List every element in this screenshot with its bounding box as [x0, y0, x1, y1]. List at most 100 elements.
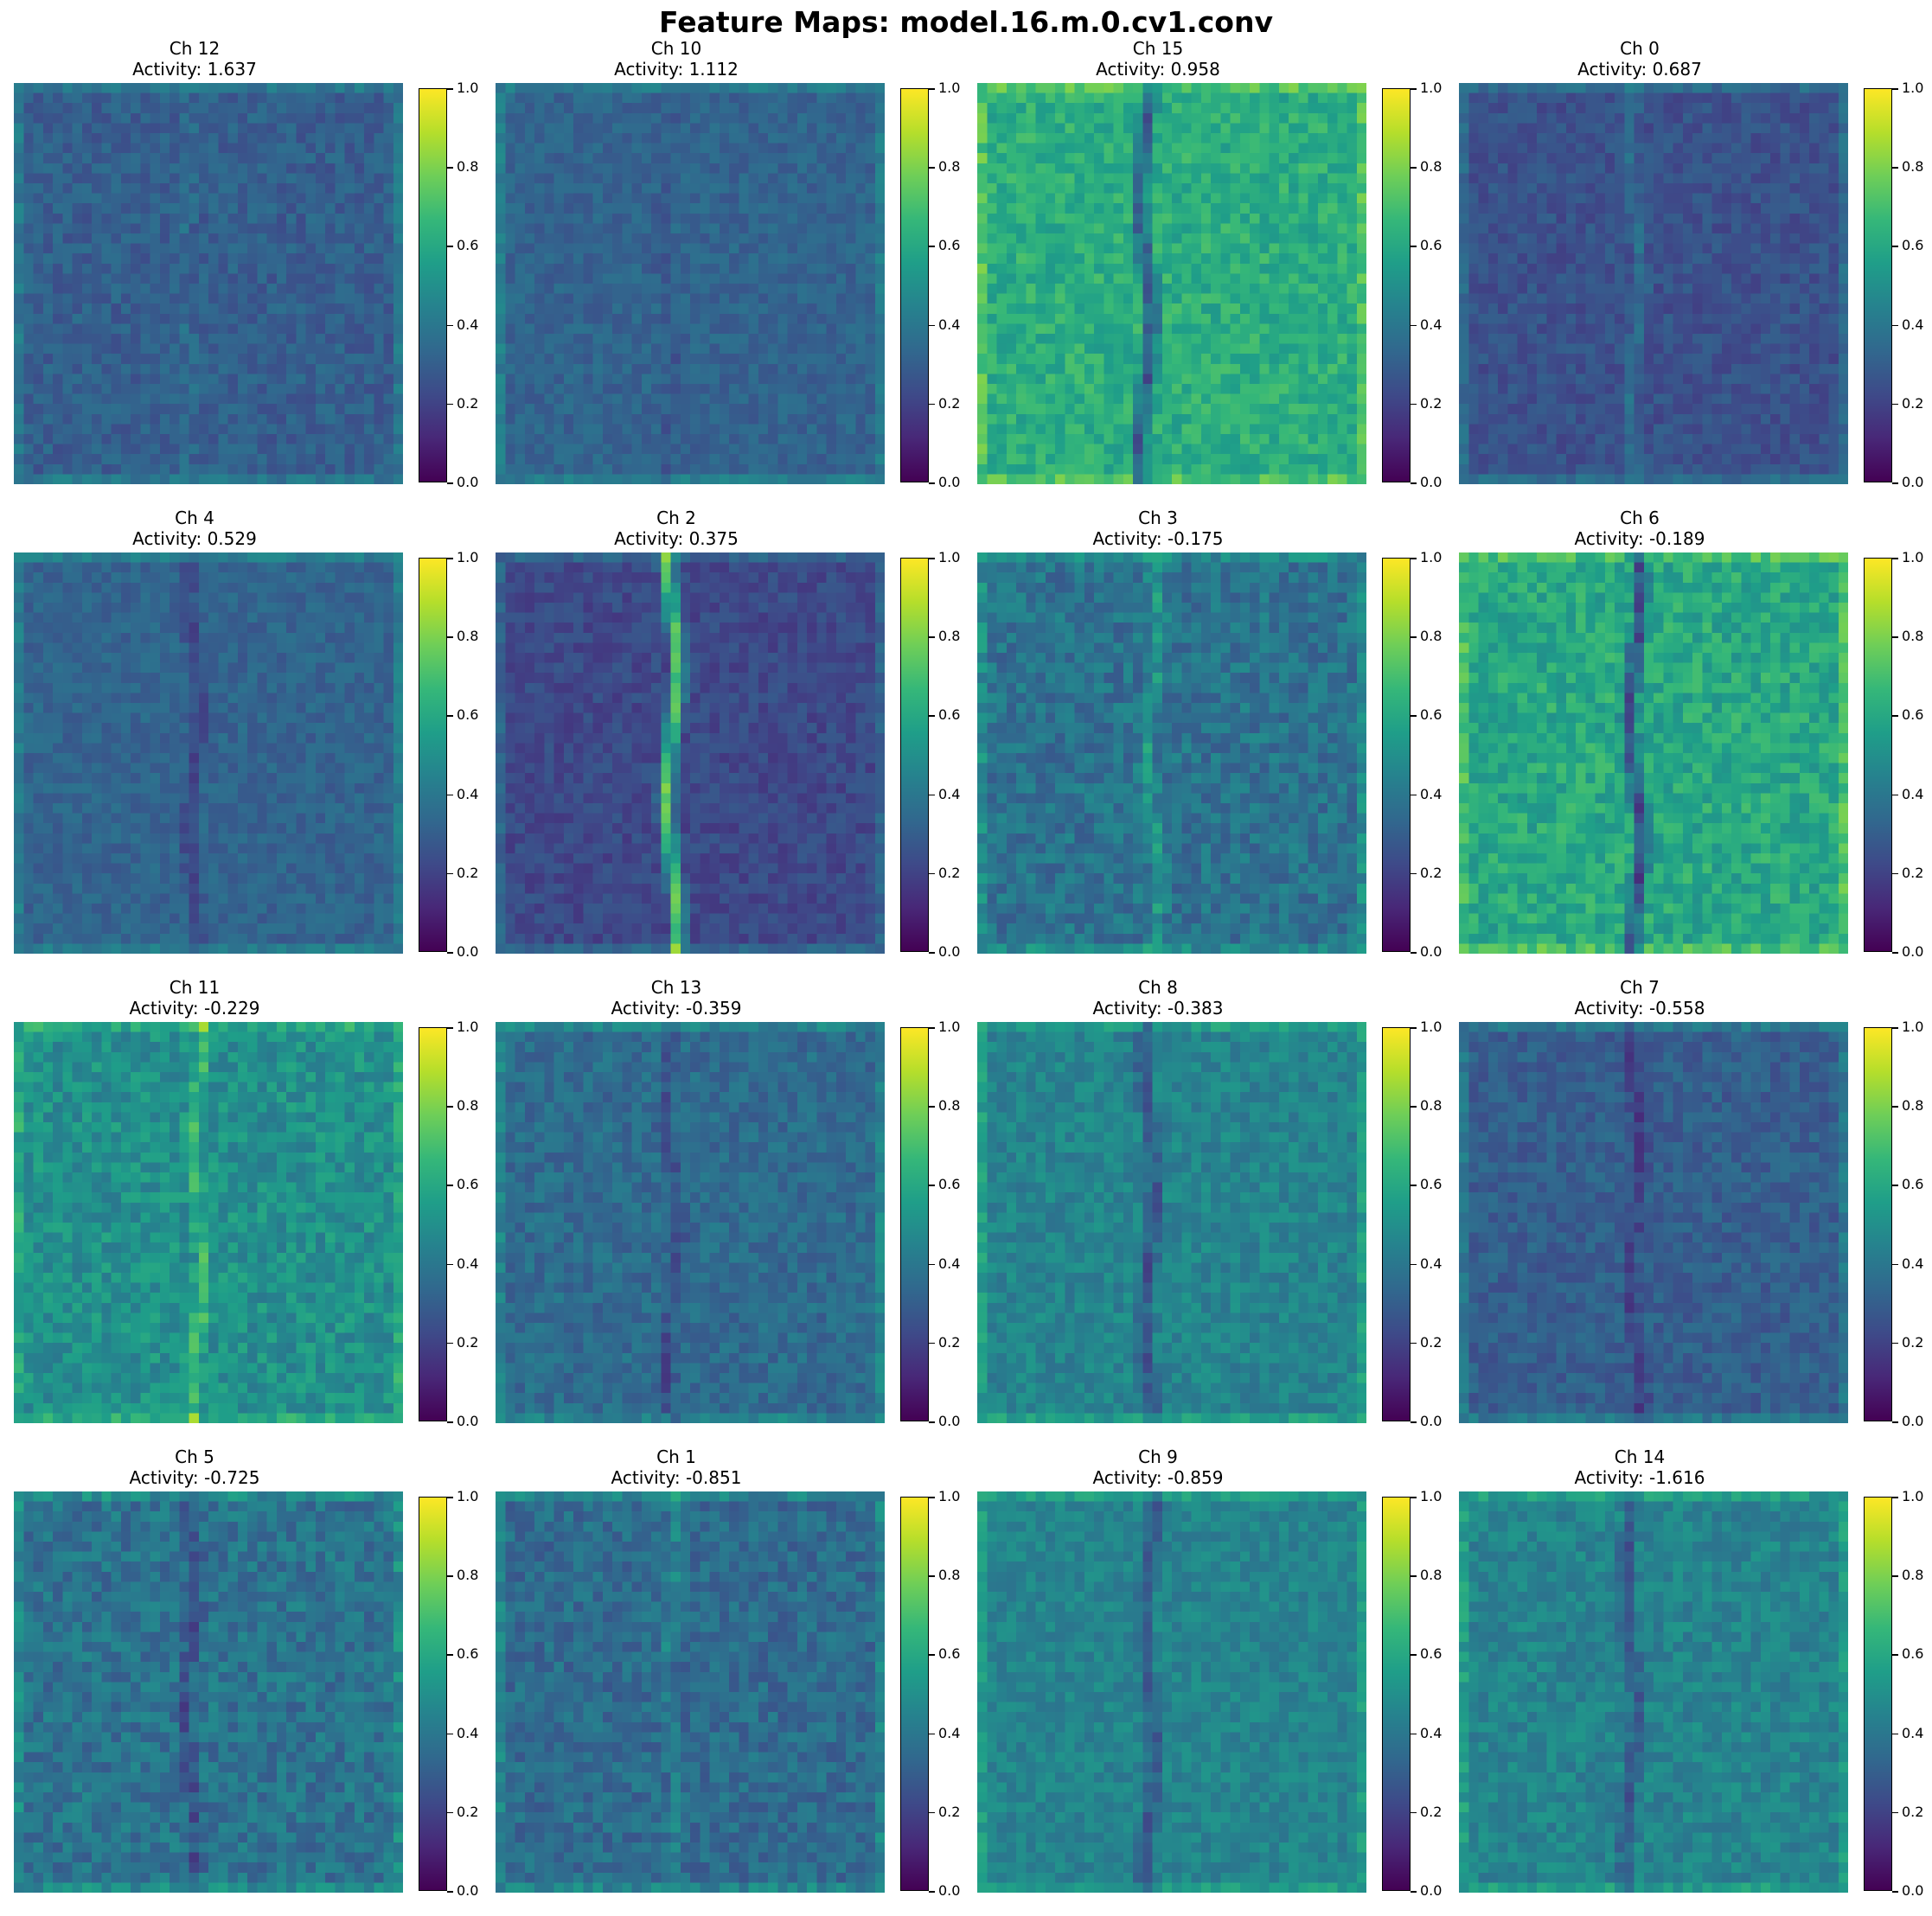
heatmap-cell [583, 112, 593, 124]
heatmap-cell [23, 103, 34, 114]
heatmap-cell [1045, 474, 1056, 484]
heatmap-cell [631, 163, 642, 174]
heatmap-cell [305, 354, 316, 365]
heatmap-cell [72, 103, 82, 114]
heatmap-cell [305, 463, 316, 475]
heatmap-cell [796, 183, 808, 194]
heatmap-cell [641, 454, 652, 465]
heatmap-cell [515, 183, 525, 194]
heatmap-cell [1356, 363, 1366, 374]
heatmap-cell [335, 213, 345, 224]
heatmap-cell [72, 83, 82, 93]
heatmap-cell [612, 163, 623, 174]
heatmap-cell [1133, 133, 1143, 144]
heatmap-cell [855, 273, 866, 284]
heatmap-cell [1133, 293, 1143, 304]
heatmap-cell [227, 203, 238, 214]
heatmap-cell [92, 303, 102, 315]
heatmap-cell [515, 463, 525, 475]
heatmap-cell [855, 404, 866, 415]
heatmap-cell [1259, 123, 1270, 134]
heatmap-cell [1094, 284, 1104, 294]
heatmap-cell [1026, 404, 1036, 415]
heatmap-cell [1055, 253, 1065, 265]
heatmap-cell [515, 203, 525, 214]
heatmap-cell [996, 83, 1007, 93]
heatmap-cell [53, 133, 63, 144]
heatmap-cell [189, 193, 199, 204]
heatmap-cell [1211, 474, 1221, 484]
heatmap-cell [1161, 193, 1173, 204]
heatmap-cell [977, 303, 988, 315]
heatmap-cell [768, 193, 778, 204]
heatmap-cell [592, 313, 603, 324]
heatmap-cell [140, 263, 150, 274]
heatmap-cell [1045, 334, 1056, 344]
heatmap-cell [14, 213, 24, 224]
heatmap-cell [1006, 233, 1017, 244]
heatmap-cell [1094, 323, 1104, 335]
heatmap-cell [237, 303, 248, 315]
heatmap-cell [719, 413, 730, 425]
heatmap-cell [1172, 343, 1182, 354]
heatmap-cell [641, 334, 652, 344]
heatmap-cell [807, 284, 817, 294]
heatmap-cell [33, 163, 43, 174]
heatmap-cell [1161, 404, 1173, 415]
heatmap-cell [170, 434, 180, 444]
heatmap-cell [101, 393, 112, 405]
heatmap-cell [826, 424, 836, 435]
heatmap-cell [1576, 83, 1586, 93]
heatmap-cell [1692, 83, 1703, 93]
heatmap-cell [709, 112, 720, 124]
heatmap-cell [1298, 103, 1308, 114]
heatmap-cell [641, 263, 652, 274]
heatmap-cell [1220, 384, 1231, 394]
heatmap-cell [42, 413, 54, 425]
heatmap-cell [1308, 163, 1318, 174]
heatmap-cell [120, 413, 131, 425]
heatmap-cell [592, 384, 603, 394]
heatmap-cell [179, 363, 189, 374]
heatmap-cell [140, 303, 150, 315]
heatmap-cell [1181, 474, 1192, 484]
heatmap-cell [276, 123, 287, 134]
colorbar-tick [1411, 88, 1417, 90]
heatmap-cell [1634, 112, 1644, 124]
heatmap-cell [1055, 303, 1065, 315]
heatmap-cell [237, 374, 248, 385]
heatmap-cell [383, 404, 393, 415]
activity-label: Activity: 1.637 [0, 59, 389, 80]
heatmap-cell [1278, 303, 1289, 315]
heatmap-cell [286, 463, 297, 475]
heatmap-cell [159, 454, 170, 465]
heatmap-cell [1624, 93, 1635, 104]
heatmap-cell [1347, 293, 1357, 304]
heatmap-cell [544, 323, 554, 335]
heatmap-cell [189, 343, 199, 354]
heatmap-cell [1084, 133, 1095, 144]
heatmap-cell [393, 354, 403, 365]
heatmap-cell [120, 454, 131, 465]
heatmap-cell [1239, 83, 1251, 93]
heatmap-cell [719, 112, 730, 124]
heatmap-cell [1250, 363, 1260, 374]
heatmap-cell [1327, 393, 1338, 405]
heatmap-cell [286, 343, 297, 354]
heatmap-cell [768, 424, 778, 435]
heatmap-cell [739, 143, 749, 154]
heatmap-cell [305, 193, 316, 204]
heatmap-cell [14, 233, 24, 244]
heatmap-cell [62, 183, 73, 194]
heatmap-cell [1308, 193, 1318, 204]
heatmap-cell [515, 153, 525, 164]
heatmap-cell [1133, 163, 1143, 174]
heatmap-cell [1230, 284, 1240, 294]
heatmap-cell [729, 203, 739, 214]
heatmap-cell [670, 404, 681, 415]
heatmap-cell [14, 103, 24, 114]
heatmap-cell [1269, 153, 1279, 164]
heatmap-cell [374, 303, 384, 315]
heatmap-cell [286, 323, 297, 335]
heatmap-cell [1711, 103, 1722, 114]
